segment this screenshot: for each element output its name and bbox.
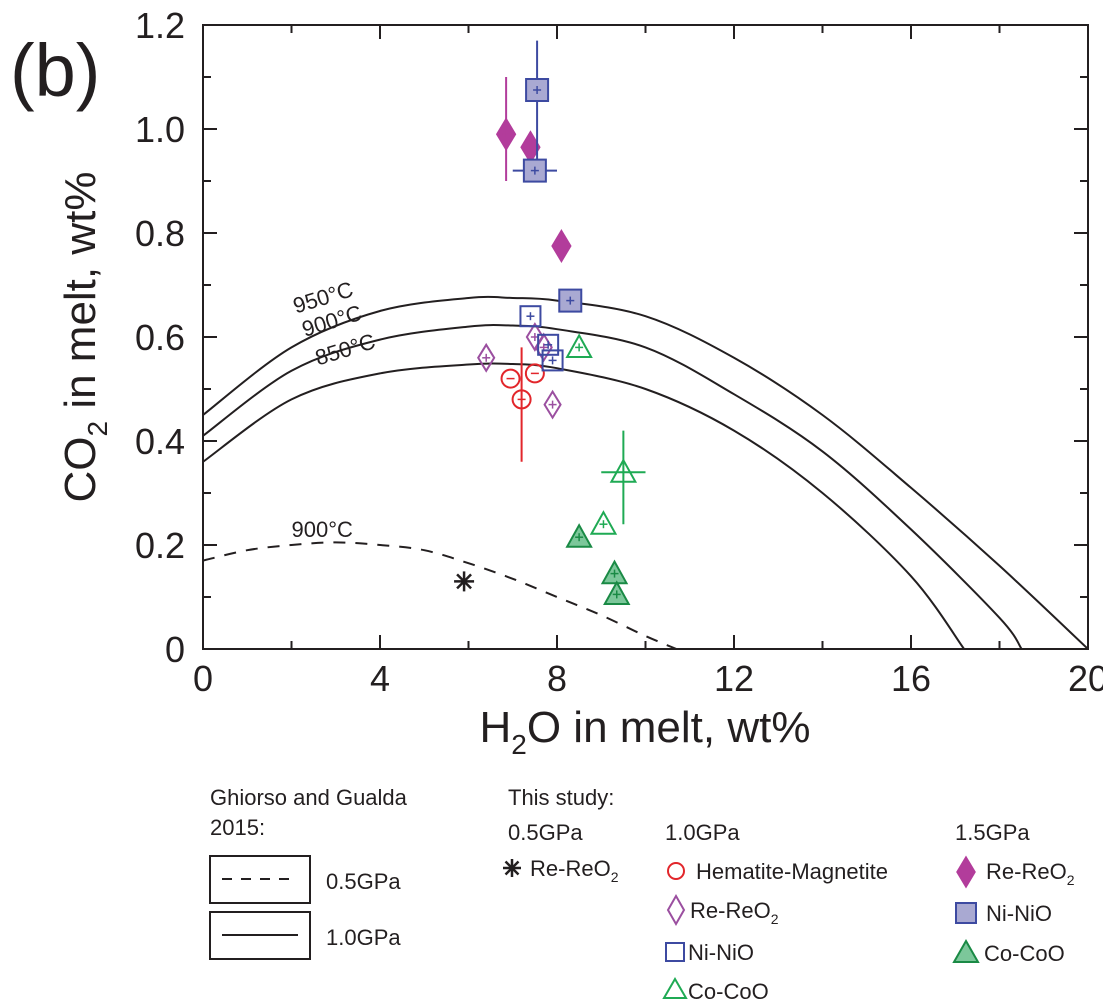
x-tick-label: 12 — [714, 658, 754, 699]
legend-study-title: This study: — [508, 785, 614, 810]
triangle-marker — [589, 510, 618, 535]
x-axis-title-a: H — [480, 703, 512, 752]
legend-filled-square-icon — [955, 902, 977, 924]
legend-10-hm: Hematite-Magnetite — [696, 859, 888, 884]
legend-model-title-2: 2015: — [210, 815, 265, 840]
data-points — [454, 40, 646, 605]
triangle-marker — [609, 458, 638, 483]
x-axis-title: H2O in melt, wt% — [480, 703, 811, 760]
legend-filled-diamond-icon — [956, 855, 976, 889]
circle-marker — [500, 368, 521, 389]
point-square-10GPa — [519, 305, 542, 328]
legend-model-title-1: Ghiorso and Gualda — [210, 785, 408, 810]
point-circle-10GPa — [511, 347, 532, 462]
point-triangle-15GPa — [565, 523, 593, 548]
legend-10-rereo2-text: Re-ReO — [690, 898, 771, 923]
circle-marker — [511, 389, 532, 410]
legend-10-ninio: Ni-NiO — [688, 940, 754, 965]
legend-05-rereo2-text: Re-ReO — [530, 856, 611, 881]
x-axis: 0 4 8 12 16 20 — [193, 25, 1103, 699]
x-tick-label: 16 — [891, 658, 931, 699]
legend-dashed-label: 0.5GPa — [326, 869, 401, 894]
triangle-marker — [565, 333, 593, 358]
point-diamond-15GPa — [495, 77, 517, 181]
legend-15-rereo2-text: Re-ReO — [986, 859, 1067, 884]
point-diamond-10GPa — [477, 342, 496, 373]
y-axis: 0 0.2 0.4 0.6 0.8 1.0 1.2 — [135, 5, 1088, 670]
curve-label: 900°C — [292, 517, 354, 542]
point-diamond-15GPa — [551, 229, 572, 263]
point-asterisk-05GPa — [454, 571, 475, 592]
legend-header-05: 0.5GPa — [508, 820, 583, 845]
legend-header-10: 1.0GPa — [665, 820, 740, 845]
x-tick-label: 4 — [370, 658, 390, 699]
legend-dashed-box — [209, 855, 311, 904]
legend-solid-box — [209, 911, 311, 960]
point-circle-10GPa — [524, 363, 545, 384]
y-tick-label: 1.0 — [135, 109, 185, 150]
y-axis-title-sub: 2 — [82, 421, 113, 437]
legend-solid-label: 1.0GPa — [326, 925, 401, 950]
point-triangle-10GPa — [565, 333, 593, 358]
legend-15-cocoo: Co-CoO — [984, 941, 1065, 966]
point-square-10GPa — [541, 349, 564, 372]
square-marker — [537, 333, 560, 356]
legend-10-rereo2-sub: 2 — [771, 911, 779, 927]
diamond-marker — [477, 342, 496, 373]
x-tick-label: 20 — [1068, 658, 1103, 699]
square-marker — [541, 349, 564, 372]
legend-filled-triangle-icon — [952, 938, 980, 963]
point-triangle-10GPa — [589, 510, 618, 535]
point-circle-10GPa — [500, 368, 521, 389]
model-curve-05GPa-3 — [203, 541, 677, 649]
point-diamond-10GPa — [543, 389, 562, 420]
plot-frame — [202, 24, 1089, 650]
legend-header-15: 1.5GPa — [955, 820, 1030, 845]
y-tick-label: 0.2 — [135, 525, 185, 566]
y-axis-title-b: in melt, wt% — [56, 172, 105, 421]
legend-open-triangle-icon — [662, 977, 688, 999]
model-curve-10GPa-1 — [203, 324, 1023, 649]
legend-open-square-icon — [665, 942, 685, 962]
asterisk-stroke — [456, 573, 472, 590]
model-curve-10GPa-0 — [203, 295, 1088, 649]
panel-label: (b) — [10, 29, 100, 112]
square-marker — [519, 305, 542, 328]
y-tick-label: 0.6 — [135, 317, 185, 358]
y-tick-label: 1.2 — [135, 5, 185, 46]
legend-15-ninio: Ni-NiO — [986, 901, 1052, 926]
y-tick-label: 0 — [165, 629, 185, 670]
y-axis-title: CO2 in melt, wt% — [56, 172, 113, 503]
x-axis-title-b: O in melt, wt% — [527, 703, 811, 752]
legend-open-diamond-icon — [666, 893, 686, 927]
legend: Ghiorso and Gualda 2015: 0.5GPa 1.0GPa T… — [209, 785, 1075, 1004]
point-triangle-15GPa — [603, 580, 631, 605]
model-curves — [203, 295, 1088, 649]
point-square-15GPa — [525, 40, 550, 176]
legend-05-rereo2: Re-ReO2 — [530, 856, 619, 885]
legend-15-rereo2: Re-ReO2 — [986, 859, 1075, 888]
x-axis-title-sub: 2 — [511, 729, 527, 760]
point-square-15GPa — [558, 288, 583, 313]
model-curve-10GPa-2 — [203, 362, 965, 649]
y-tick-label: 0.8 — [135, 213, 185, 254]
legend-asterisk-icon — [503, 859, 521, 877]
diamond-marker — [525, 322, 545, 352]
y-axis-title-a: CO — [56, 436, 105, 502]
x-tick-label: 8 — [547, 658, 567, 699]
legend-open-circle-icon — [667, 862, 685, 880]
point-triangle-10GPa — [601, 430, 646, 525]
diamond-marker — [543, 389, 562, 420]
circle-marker — [524, 363, 545, 384]
y-tick-label: 0.4 — [135, 421, 185, 462]
point-square-15GPa — [512, 158, 557, 183]
legend-10-rereo2: Re-ReO2 — [690, 898, 779, 927]
point-square-10GPa — [537, 333, 560, 356]
legend-15-rereo2-sub: 2 — [1067, 872, 1075, 888]
legend-05-rereo2-sub: 2 — [611, 869, 619, 885]
point-triangle-15GPa — [600, 559, 629, 585]
legend-10-cocoo: Co-CoO — [688, 979, 769, 1004]
x-tick-label: 0 — [193, 658, 213, 699]
